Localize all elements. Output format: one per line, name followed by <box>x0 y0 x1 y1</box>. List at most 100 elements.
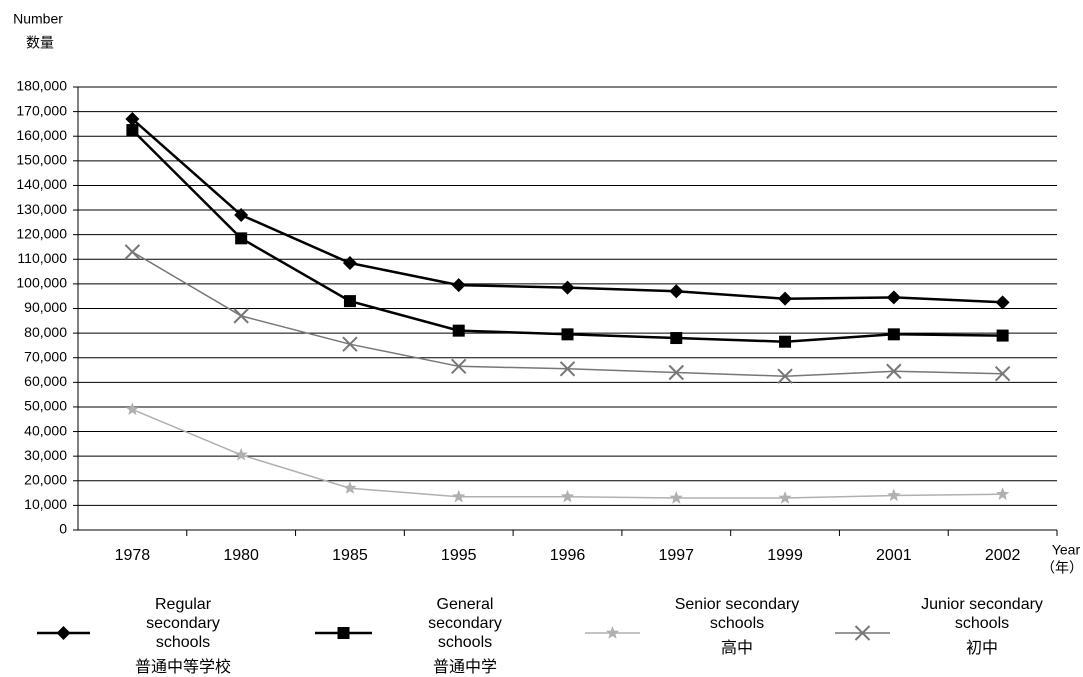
data-point <box>235 232 248 245</box>
marker-shape <box>996 487 1010 500</box>
marker-shape <box>125 402 139 416</box>
series-line <box>132 408 1003 499</box>
data-point <box>452 324 465 337</box>
data-point <box>451 278 466 293</box>
marker-shape <box>669 491 683 504</box>
marker-shape <box>124 244 141 260</box>
y-tick-label: 90,000 <box>24 299 67 315</box>
legend-marker <box>56 626 71 640</box>
x-axis-label-zh: （年） <box>1041 560 1083 576</box>
marker-shape <box>452 489 466 503</box>
data-point <box>777 368 793 384</box>
y-tick-label: 60,000 <box>24 373 67 389</box>
data-point <box>560 489 575 503</box>
legend-label: Junior secondary schools <box>921 596 1043 632</box>
data-point <box>452 489 466 503</box>
marker-shape <box>854 625 871 641</box>
series-line <box>131 129 1003 343</box>
marker-shape <box>343 481 357 494</box>
marker-shape <box>887 488 901 502</box>
marker-shape <box>559 361 576 377</box>
data-point <box>125 111 140 126</box>
x-tick-label: 1980 <box>223 547 259 564</box>
y-tick-label: 180,000 <box>16 78 67 94</box>
y-tick-label: 140,000 <box>16 176 67 192</box>
marker-shape <box>125 111 140 126</box>
marker-shape <box>887 328 900 341</box>
y-tick-label: 100,000 <box>16 275 67 291</box>
legend-marker <box>854 625 871 641</box>
data-point <box>886 290 901 305</box>
marker-shape <box>670 332 683 345</box>
legend-label-zh: 普通中学 <box>432 659 497 676</box>
data-point <box>779 335 792 348</box>
series-line <box>131 118 1003 304</box>
marker-shape <box>995 295 1010 310</box>
marker-shape <box>560 280 575 295</box>
marker-shape <box>451 358 467 375</box>
data-point <box>669 284 684 299</box>
data-point <box>343 481 357 494</box>
x-tick-label: 1995 <box>441 547 477 564</box>
marker-shape <box>779 335 792 348</box>
legend-label: Senior secondary schools <box>674 596 800 632</box>
data-point <box>887 488 901 502</box>
marker-shape <box>668 364 684 381</box>
data-point <box>234 207 249 222</box>
y-tick-label: 50,000 <box>24 398 67 414</box>
data-point <box>451 358 467 375</box>
legend-marker <box>605 626 620 639</box>
y-tick-label: 170,000 <box>16 102 67 118</box>
y-tick-label: 30,000 <box>24 447 67 463</box>
data-point <box>995 295 1010 310</box>
data-point <box>668 364 684 381</box>
legend-label: General secondary schools <box>428 596 502 651</box>
marker-shape <box>235 232 248 245</box>
data-point <box>559 361 576 377</box>
y-tick-label: 120,000 <box>16 225 67 241</box>
data-point <box>669 491 683 504</box>
y-tick-label: 70,000 <box>24 348 67 364</box>
marker-shape <box>451 278 466 293</box>
marker-shape <box>886 363 902 379</box>
data-point <box>343 295 356 308</box>
marker-shape <box>778 491 792 504</box>
y-tick-label: 20,000 <box>24 471 67 487</box>
x-tick-label: 1996 <box>550 547 586 564</box>
data-point <box>342 336 358 352</box>
data-point <box>342 255 357 270</box>
page: {"chart_data": {"type": "line", "y_label… <box>13 10 1083 676</box>
data-point <box>996 487 1010 500</box>
y-tick-label: 110,000 <box>17 250 67 266</box>
legend-label-zh: 初中 <box>965 640 998 657</box>
legend-entry: General secondary schools 普通中学 <box>370 595 560 677</box>
y-tick-label: 160,000 <box>16 127 67 143</box>
x-tick-label: 2002 <box>985 547 1021 564</box>
data-point <box>996 329 1009 342</box>
y-tick-label: 130,000 <box>16 201 67 217</box>
y-tick-label: 80,000 <box>24 324 67 340</box>
marker-shape <box>56 626 71 640</box>
marker-shape <box>778 291 793 306</box>
y-axis-label: Number <box>13 11 63 27</box>
x-tick-label: 1985 <box>332 547 368 564</box>
legend-entry: Junior secondary schools 初中 <box>887 595 1077 658</box>
chart: Number 数量 Year （年） 0 10,000 20,000 30,000 40… <box>13 11 1083 641</box>
data-point <box>887 328 900 341</box>
data-point <box>778 491 792 504</box>
legend-entry: Senior secondary schools 高中 <box>642 595 832 658</box>
marker-shape <box>561 328 574 341</box>
data-point <box>124 244 141 260</box>
marker-shape <box>342 336 358 352</box>
marker-shape <box>560 489 575 503</box>
legend-entry: Regular secondary schools 普通中等学校 <box>88 595 278 677</box>
data-point <box>125 402 139 416</box>
x-tick-label: 2001 <box>876 547 912 564</box>
data-point <box>670 332 683 345</box>
x-tick-label: 1978 <box>115 547 151 564</box>
x-tick-label: 1997 <box>658 547 694 564</box>
marker-shape <box>234 207 249 222</box>
marker-shape <box>886 290 901 305</box>
data-point <box>994 366 1011 382</box>
marker-shape <box>996 329 1009 342</box>
